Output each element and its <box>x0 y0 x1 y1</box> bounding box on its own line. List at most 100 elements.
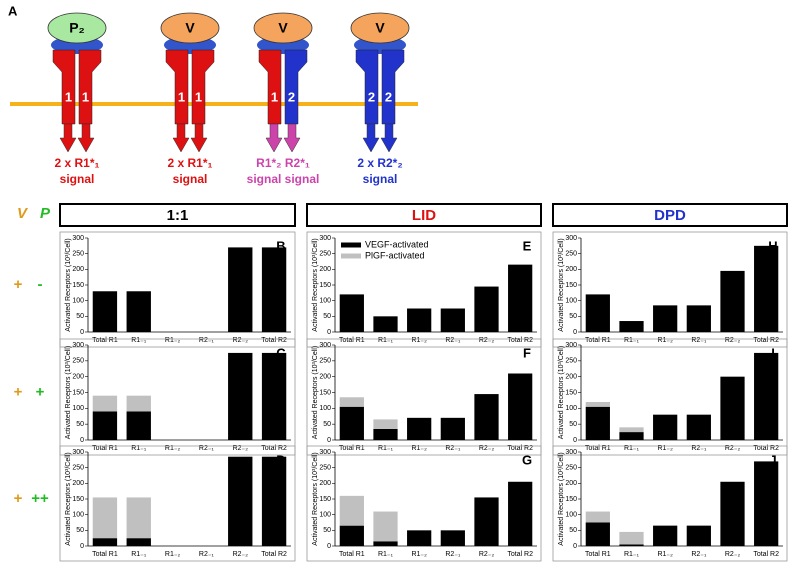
x-tick-label: R1₋₁ <box>378 337 394 344</box>
bar <box>228 247 253 332</box>
bar <box>653 525 678 546</box>
y-axis-label: Activated Receptors (10³/Cell) <box>312 452 319 545</box>
panel-box <box>552 445 788 562</box>
y-tick-label: 0 <box>80 543 84 550</box>
bar <box>619 432 644 440</box>
y-axis-label: Activated Receptors (10³/Cell) <box>312 238 319 331</box>
row-p: - <box>38 276 43 293</box>
y-tick-label: 250 <box>319 358 331 365</box>
row-p: + <box>36 383 45 400</box>
bar <box>754 461 779 546</box>
x-tick-label: Total R1 <box>585 551 611 558</box>
bar <box>373 316 398 332</box>
bar <box>126 291 151 332</box>
x-tick-label: R2₋₂ <box>479 337 495 344</box>
x-tick-label: R1₋₂ <box>411 551 427 558</box>
y-tick-label: 250 <box>319 465 331 472</box>
ligand-label: V <box>375 20 385 36</box>
y-tick-label: 0 <box>573 329 577 336</box>
bar <box>474 286 499 332</box>
bar <box>339 294 364 332</box>
signal-text: signal signal <box>247 172 320 186</box>
bar <box>585 511 610 523</box>
signal-arrow <box>59 123 77 153</box>
y-axis-label: Activated Receptors (10³/Cell) <box>558 346 565 439</box>
bar <box>508 264 533 332</box>
y-tick-label: 300 <box>72 342 84 349</box>
x-tick-label: R1₋₁ <box>131 551 147 558</box>
x-tick-label: Total R2 <box>507 551 533 558</box>
x-tick-label: R1₋₁ <box>131 337 147 344</box>
x-tick-label: R2₋₂ <box>479 551 495 558</box>
bar <box>440 417 465 440</box>
y-tick-label: 50 <box>76 527 84 534</box>
x-tick-label: Total R2 <box>507 445 533 452</box>
y-tick-label: 150 <box>72 389 84 396</box>
bar <box>407 417 432 440</box>
x-tick-label: R2₋₁ <box>199 445 215 452</box>
y-tick-label: 300 <box>319 235 331 242</box>
bar <box>339 406 364 440</box>
signal-text: 2 x R2*₂ <box>357 156 402 170</box>
bar <box>126 411 151 440</box>
y-tick-label: 150 <box>565 496 577 503</box>
bar <box>126 497 151 539</box>
receptor-chain <box>78 49 102 125</box>
y-tick-label: 250 <box>72 358 84 365</box>
y-tick-label: 50 <box>76 421 84 428</box>
y-tick-label: 100 <box>72 405 84 412</box>
x-tick-label: R2₋₁ <box>199 551 215 558</box>
panel-box <box>59 445 296 562</box>
x-tick-label: R1₋₁ <box>378 551 394 558</box>
x-tick-label: R2₋₁ <box>199 337 215 344</box>
bar <box>585 522 610 546</box>
signal-arrow <box>283 123 301 153</box>
signal-arrow <box>77 123 95 153</box>
bar <box>720 270 745 332</box>
signal-arrow <box>265 123 283 153</box>
y-axis-label: Activated Receptors (10³/Cell) <box>65 346 72 439</box>
y-tick-label: 100 <box>319 512 331 519</box>
column-header: 1:1 <box>167 207 189 224</box>
y-tick-label: 0 <box>573 437 577 444</box>
y-tick-label: 100 <box>565 512 577 519</box>
column-header-box <box>552 203 788 227</box>
p-header: P <box>40 205 51 222</box>
signal-arrow <box>380 123 398 153</box>
y-tick-label: 150 <box>319 282 331 289</box>
bar <box>754 352 779 440</box>
legend-label: VEGF-activated <box>365 239 429 249</box>
x-tick-label: Total R1 <box>585 337 611 344</box>
column-header-box <box>59 203 296 227</box>
bar <box>653 305 678 332</box>
bar <box>126 395 151 412</box>
receptor-chain <box>258 49 282 125</box>
x-tick-label: R2₋₁ <box>445 337 461 344</box>
signal-arrow <box>362 123 380 153</box>
legend-swatch <box>341 253 361 259</box>
y-tick-label: 250 <box>565 251 577 258</box>
bar <box>585 294 610 332</box>
x-tick-label: R1₋₁ <box>624 551 640 558</box>
y-tick-label: 0 <box>573 543 577 550</box>
receptor-chain <box>381 49 405 125</box>
bar <box>619 544 644 546</box>
signal-text: signal <box>60 172 95 186</box>
panel-box <box>306 338 542 456</box>
row-v: + <box>14 276 23 293</box>
bar <box>407 530 432 546</box>
x-tick-label: Total R2 <box>261 551 287 558</box>
x-tick-label: Total R1 <box>92 551 118 558</box>
panel-box <box>59 338 296 456</box>
y-axis-label: Activated Receptors (10³/Cell) <box>65 452 72 545</box>
x-tick-label: Total R2 <box>507 337 533 344</box>
bar <box>619 321 644 332</box>
x-tick-label: R1₋₁ <box>378 445 394 452</box>
receptor-chain <box>284 49 308 125</box>
signal-text: 2 x R1*₁ <box>168 156 213 170</box>
y-axis-label: Activated Receptors (10³/Cell) <box>65 238 72 331</box>
x-tick-label: R1₋₂ <box>411 337 427 344</box>
y-tick-label: 250 <box>319 251 331 258</box>
bar <box>619 427 644 433</box>
chain-number: 2 <box>368 89 375 104</box>
